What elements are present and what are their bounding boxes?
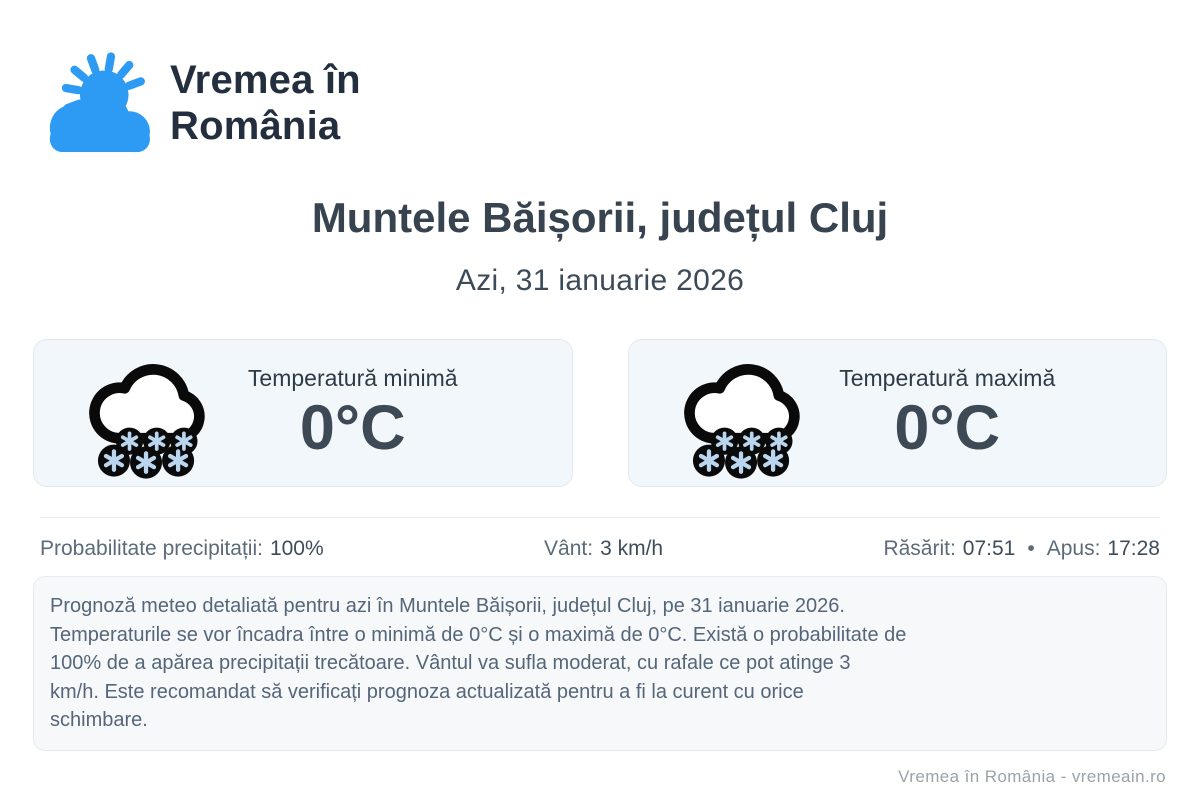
sunrise-label: Răsărit: (883, 537, 956, 560)
min-temperature-body: Temperatură minimă 0°C (220, 365, 486, 461)
wind-stat: Vânt: 3 km/h (544, 536, 663, 561)
site-logo-line1: Vremea în (170, 58, 361, 102)
site-credit: Vremea în România - vremeain.ro (898, 767, 1166, 786)
precipitation-label: Probabilitate precipitații: (40, 537, 263, 560)
max-temperature-body: Temperatură maximă 0°C (815, 365, 1081, 461)
temperature-cards: Temperatură minimă 0°C (33, 339, 1167, 487)
sun-cloud-icon (49, 52, 150, 153)
precipitation-value: 100% (269, 537, 324, 560)
sunset-value: 17:28 (1107, 537, 1160, 560)
forecast-description-line: km/h. Este recomandat să verificați prog… (50, 680, 804, 703)
sun-times-stat: Răsărit: 07:51 • Apus: 17:28 (883, 536, 1160, 561)
forecast-description: Prognoză meteo detaliată pentru azi în M… (33, 576, 1167, 751)
page-title: Muntele Băișorii, județul Cluj (311, 194, 889, 241)
forecast-description-line: schimbare. (50, 709, 148, 731)
page-subtitle: Azi, 31 ianuarie 2026 (455, 264, 745, 297)
forecast-description-line: 100% de a apărea precipitații trecătoare… (50, 652, 851, 674)
site-logo-line2: România (170, 104, 341, 148)
stats-row: Probabilitate precipitații: 100% Vânt: 3 k… (40, 517, 1160, 561)
bullet-separator: • (1027, 537, 1035, 560)
max-temperature-value: 0°C (894, 392, 1001, 463)
forecast-description-line: Temperaturile se vor încadra între o min… (50, 623, 907, 646)
max-temperature-label: Temperatură maximă (839, 364, 1056, 391)
snow-cloud-icon (683, 364, 800, 479)
min-temperature-card: Temperatură minimă 0°C (33, 339, 573, 487)
min-temperature-value: 0°C (299, 392, 406, 463)
snow-cloud-icon (89, 364, 205, 479)
wind-value: 3 km/h (600, 537, 664, 560)
precipitation-stat: Probabilitate precipitații: 100% (40, 536, 324, 561)
wind-label: Vânt: (544, 537, 594, 560)
max-temperature-card: Temperatură maximă 0°C (627, 339, 1167, 487)
forecast-description-line: Prognoză meteo detaliată pentru azi în M… (50, 595, 845, 617)
sunset-label: Apus: (1046, 537, 1101, 560)
sunrise-value: 07:51 (962, 537, 1016, 560)
min-temperature-label: Temperatură minimă (247, 364, 458, 391)
site-logo-text: Vremea în România (170, 57, 361, 149)
site-logo: Vremea în România (40, 52, 361, 154)
